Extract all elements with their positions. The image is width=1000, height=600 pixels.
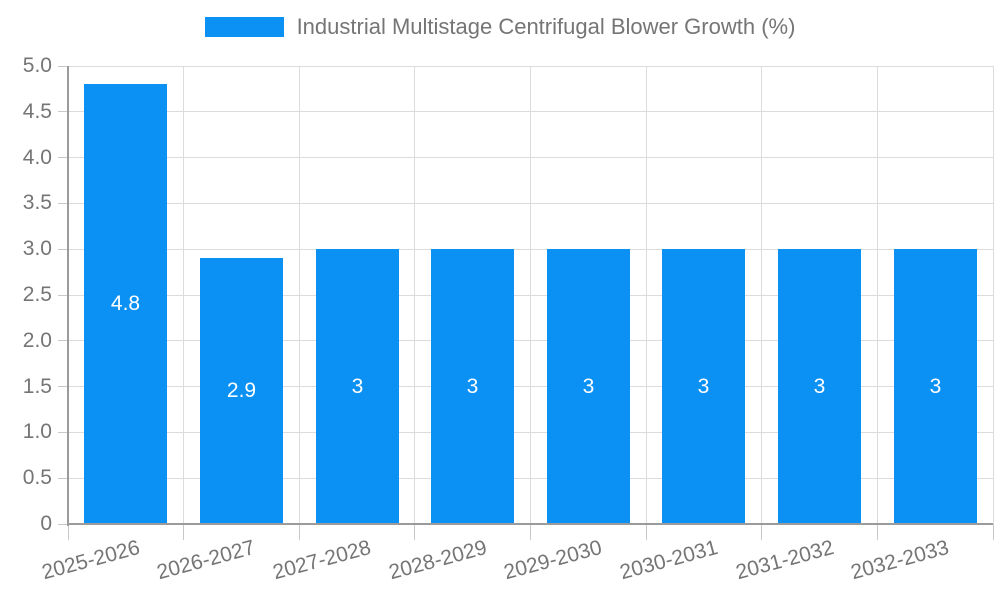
- y-tick-label: 4.0: [22, 145, 52, 169]
- x-tick-label: 2028-2029: [385, 536, 489, 585]
- y-tick-label: 2.0: [22, 328, 52, 352]
- x-tick-label: 2027-2028: [269, 536, 373, 585]
- y-axis-line: [67, 66, 69, 526]
- bar: [316, 249, 399, 523]
- gridline-vertical: [414, 66, 416, 524]
- x-axis-tick: [761, 524, 763, 540]
- y-axis-tick: [58, 294, 68, 296]
- y-axis-tick: [58, 431, 68, 433]
- y-axis-tick: [58, 202, 68, 204]
- legend-swatch[interactable]: [204, 17, 284, 37]
- x-tick-label: 2030-2031: [616, 536, 720, 585]
- y-tick-label: 0.5: [22, 466, 52, 490]
- y-tick-label: 3.5: [22, 191, 52, 215]
- x-tick-label: 2029-2030: [500, 536, 604, 585]
- x-axis-tick: [67, 524, 69, 540]
- y-tick-label: 2.5: [22, 283, 52, 306]
- y-axis-tick: [58, 157, 68, 159]
- gridline-vertical: [530, 66, 531, 524]
- gridline-vertical: [992, 66, 994, 524]
- bar-value-label: 2.9: [226, 379, 257, 402]
- x-tick-label: 2031-2032: [732, 536, 836, 585]
- bar: [431, 249, 514, 523]
- legend: Industrial Multistage Centrifugal Blower…: [0, 14, 1000, 40]
- x-axis-tick: [414, 524, 416, 540]
- gridline-vertical: [298, 66, 300, 524]
- x-axis-tick: [876, 524, 878, 540]
- bar-value-label: 3: [929, 375, 942, 398]
- y-axis-tick: [58, 65, 68, 67]
- x-axis-tick: [530, 524, 531, 540]
- gridline-vertical: [183, 66, 185, 524]
- y-tick-label: 0: [40, 512, 52, 535]
- y-tick-label: 1.5: [22, 374, 52, 398]
- bar-value-label: 3: [813, 375, 826, 398]
- bar-value-label: 4.8: [110, 292, 141, 315]
- y-axis-tick: [58, 340, 68, 342]
- y-axis-tick: [58, 477, 68, 479]
- y-tick-label: 1.0: [22, 420, 52, 444]
- x-tick-label: 2032-2033: [847, 536, 951, 585]
- y-axis-tick: [58, 386, 68, 388]
- gridline-vertical: [645, 66, 647, 524]
- bar: [200, 258, 283, 523]
- bar: [778, 249, 861, 523]
- bar-value-label: 3: [697, 375, 710, 398]
- y-axis-tick: [58, 248, 68, 250]
- bar: [894, 249, 977, 523]
- y-axis-tick: [58, 111, 68, 113]
- x-tick-label: 2026-2027: [153, 536, 257, 585]
- gridline-vertical: [761, 66, 763, 524]
- y-tick-label: 5.0: [22, 54, 52, 77]
- y-tick-label: 3.0: [22, 237, 52, 261]
- x-axis-tick: [992, 524, 994, 540]
- bar: [84, 84, 167, 523]
- bar-value-label: 3: [351, 375, 364, 398]
- x-axis-tick: [298, 524, 300, 540]
- bar-value-label: 3: [466, 375, 479, 398]
- x-axis-tick: [645, 524, 647, 540]
- x-axis-line: [68, 523, 993, 525]
- bar-value-label: 3: [582, 375, 595, 398]
- legend-label[interactable]: Industrial Multistage Centrifugal Blower…: [296, 14, 796, 39]
- gridline-vertical: [876, 66, 878, 524]
- y-tick-label: 4.5: [22, 99, 52, 123]
- y-axis-tick: [58, 523, 68, 525]
- x-axis-tick: [183, 524, 185, 540]
- bar: [547, 249, 630, 523]
- bar: [662, 249, 745, 523]
- x-tick-label: 2025-2026: [38, 536, 142, 585]
